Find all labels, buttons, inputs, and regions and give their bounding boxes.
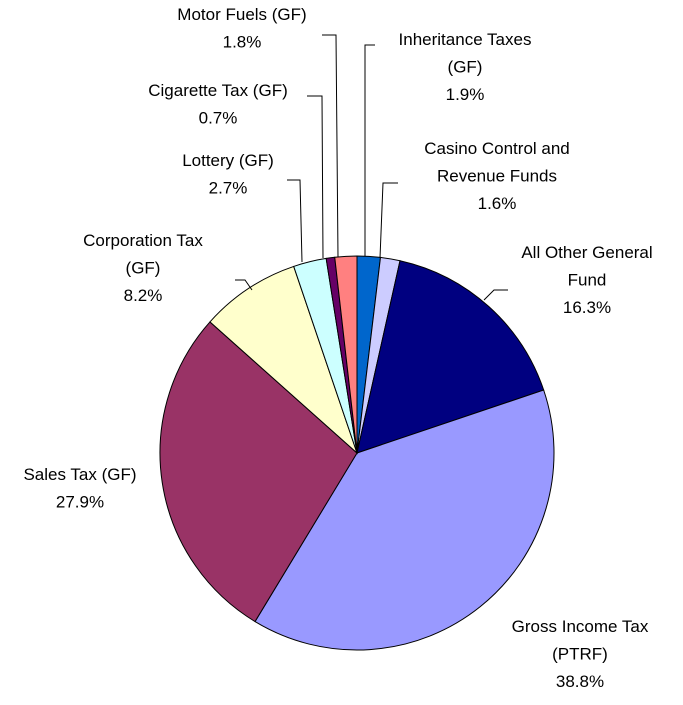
pie: [159, 255, 555, 651]
leader-lines: [235, 34, 508, 301]
value-label: 27.9%: [56, 493, 104, 512]
value-label: 0.7%: [199, 109, 238, 128]
leader-line: [379, 182, 398, 259]
value-label: 16.3%: [563, 298, 611, 317]
leader-line: [364, 44, 375, 256]
pie-slice: [334, 255, 358, 454]
category-label: Casino Control and Revenue Funds: [424, 139, 570, 186]
labels: Inheritance Taxes (GF) 1.9% Casino Control …: [23, 5, 652, 691]
pie-slice: [159, 321, 358, 623]
value-label: 1.8%: [223, 33, 262, 52]
category-label: Inheritance Taxes (GF): [399, 30, 532, 77]
pie-slice: [254, 389, 555, 651]
leader-line: [483, 289, 508, 301]
category-label: Sales Tax (GF): [23, 465, 136, 484]
leader-line: [287, 179, 303, 263]
category-label: Motor Fuels (GF): [177, 5, 306, 24]
leader-line: [307, 95, 324, 259]
category-label: Cigarette Tax (GF): [148, 81, 288, 100]
category-label: All Other General Fund: [521, 243, 652, 290]
category-label: Lottery (GF): [182, 151, 274, 170]
leader-line: [235, 279, 253, 291]
value-label: 1.9%: [446, 85, 485, 104]
pie-slice: [356, 260, 545, 454]
value-label: 8.2%: [124, 286, 163, 305]
leader-line: [322, 34, 339, 258]
category-label: Corporation Tax (GF): [83, 231, 203, 278]
value-label: 1.6%: [478, 194, 517, 213]
value-label: 38.8%: [556, 672, 604, 691]
pie-slice: [209, 265, 359, 455]
category-label: Gross Income Tax (PTRF): [512, 617, 649, 664]
value-label: 2.7%: [209, 179, 248, 198]
